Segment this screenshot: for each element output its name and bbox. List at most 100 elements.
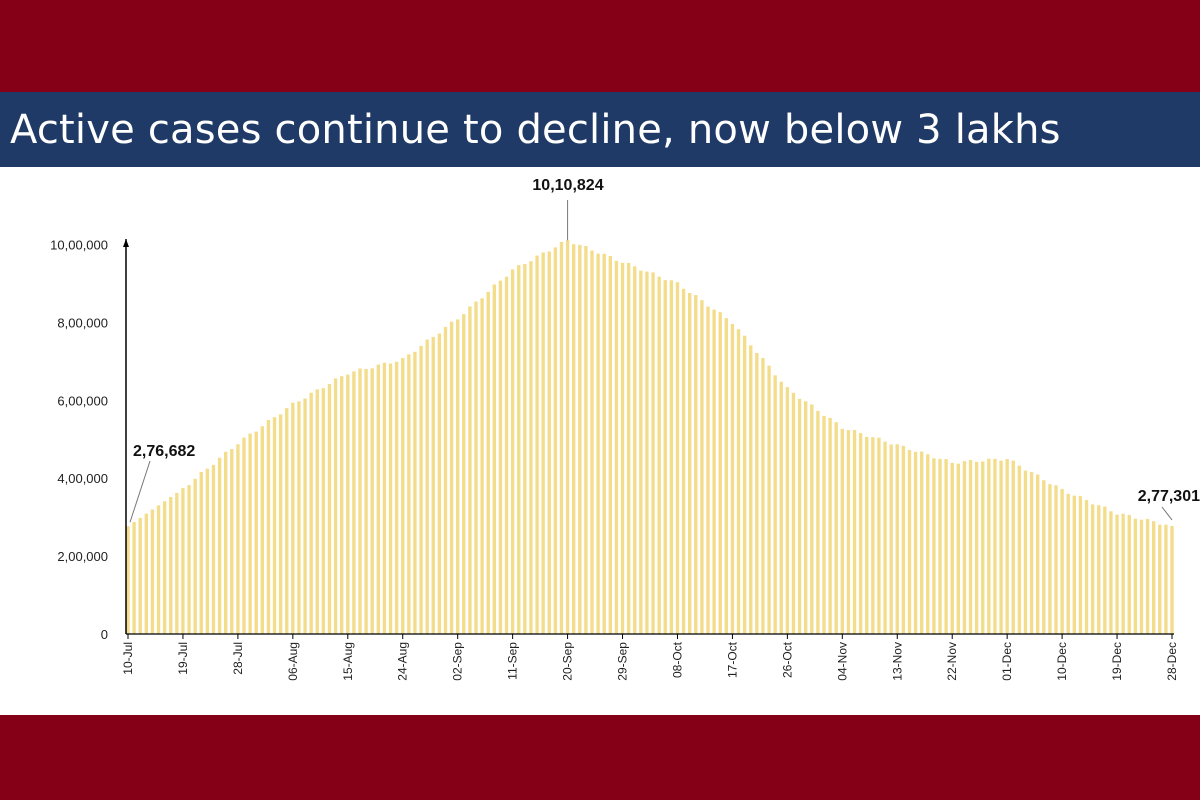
- y-tick-label: 4,00,000: [57, 471, 108, 486]
- chart-bar: [492, 284, 496, 634]
- chart-bar: [1158, 524, 1162, 634]
- chart-bar: [1164, 524, 1168, 634]
- chart-bar: [962, 461, 967, 634]
- chart-bar: [565, 240, 570, 634]
- chart-bar: [535, 255, 539, 635]
- y-axis-arrow: [123, 239, 129, 247]
- chart-bar: [828, 417, 832, 634]
- chart-bar: [187, 485, 191, 634]
- chart-area: 0 2,00,000 4,00,000 6,00,000 8,00,000 10,00,0…: [0, 167, 1200, 715]
- chart-bar: [260, 426, 264, 634]
- chart-bar: [901, 445, 906, 634]
- chart-bar: [865, 436, 869, 634]
- chart-bar: [1115, 514, 1119, 634]
- chart-bar: [773, 375, 777, 634]
- chart-bar: [1048, 484, 1052, 634]
- chart-bar: [749, 345, 753, 634]
- x-tick-label: 29-Sep: [616, 642, 630, 681]
- chart-bar: [193, 478, 197, 634]
- chart-bar: [657, 276, 661, 634]
- chart-bar: [553, 247, 558, 634]
- chart-bar: [804, 401, 808, 634]
- x-tick-label: 17-Oct: [725, 641, 739, 678]
- chart-bar: [327, 384, 332, 634]
- chart-bar: [169, 497, 173, 634]
- chart-bar: [504, 276, 509, 634]
- x-tick-label: 19-Jul: [176, 642, 190, 675]
- bottom-frame-band: [0, 715, 1200, 800]
- chart-bar: [443, 326, 448, 634]
- y-tick-label: 2,00,000: [57, 549, 108, 564]
- chart-bar: [852, 429, 857, 634]
- x-tick-label: 02-Sep: [451, 642, 465, 681]
- x-tick-label: 22-Nov: [945, 642, 959, 681]
- chart-bar: [175, 492, 179, 634]
- chart-bar: [156, 505, 161, 634]
- chart-bar: [285, 408, 289, 634]
- x-tick-label: 26-Oct: [780, 641, 794, 678]
- chart-bar: [419, 345, 423, 634]
- title-bar: Active cases continue to decline, now be…: [0, 92, 1200, 167]
- chart-bar: [755, 352, 759, 634]
- chart-bar: [871, 437, 875, 634]
- chart-bar: [926, 454, 930, 634]
- chart-bar: [578, 244, 582, 634]
- chart-bar: [675, 282, 680, 634]
- chart-bar: [797, 398, 802, 634]
- chart-bar: [425, 339, 429, 634]
- y-tick-label: 8,00,000: [57, 315, 108, 330]
- chart-bar: [1097, 505, 1101, 634]
- chart-bar: [547, 251, 551, 634]
- chart-bar: [974, 461, 979, 634]
- chart-bar: [297, 401, 301, 634]
- chart-bar: [993, 458, 997, 634]
- chart-bar: [663, 280, 667, 634]
- chart-bar: [1054, 485, 1058, 634]
- active-cases-chart: 0 2,00,000 4,00,000 6,00,000 8,00,000 10,00,0…: [50, 177, 1200, 681]
- chart-bar: [248, 433, 252, 634]
- chart-bar: [309, 392, 313, 634]
- chart-bar: [1127, 514, 1131, 634]
- chart-bar: [920, 451, 924, 634]
- chart-bar: [401, 358, 405, 634]
- chart-bar: [126, 526, 130, 634]
- x-tick-label: 15-Aug: [341, 642, 355, 681]
- chart-bar: [651, 272, 655, 634]
- chart-bar: [913, 451, 918, 634]
- chart-bar: [816, 410, 820, 634]
- chart-bar: [413, 351, 417, 634]
- chart-bar: [620, 262, 625, 634]
- chart-bar: [724, 318, 728, 634]
- chart-bar: [529, 261, 533, 634]
- chart-bar: [291, 402, 295, 634]
- chart-bar: [761, 357, 765, 634]
- chart-bar: [559, 242, 564, 634]
- x-tick-label: 24-Aug: [396, 642, 410, 681]
- slide-panel: Active cases continue to decline, now be…: [0, 92, 1200, 715]
- x-tick-label: 04-Nov: [835, 642, 849, 681]
- chart-bar: [645, 271, 649, 634]
- chart-bar: [217, 457, 222, 634]
- chart-bar: [352, 371, 356, 634]
- chart-bar: [236, 444, 240, 634]
- chart-bar: [437, 333, 442, 634]
- chart-bar: [407, 354, 411, 634]
- chart-bar: [956, 463, 960, 634]
- chart-bar: [211, 464, 216, 634]
- chart-bar: [1090, 504, 1095, 634]
- chart-bar: [1029, 472, 1034, 634]
- chart-bar: [968, 459, 973, 634]
- chart-bar: [950, 462, 954, 634]
- chart-bar: [486, 291, 490, 634]
- x-tick-label: 10-Jul: [121, 642, 135, 675]
- x-tick-label: 28-Jul: [231, 642, 245, 675]
- chart-bar: [669, 280, 674, 634]
- chart-bar: [1066, 493, 1070, 634]
- chart-bar: [895, 444, 899, 634]
- chart-bar: [1170, 525, 1174, 634]
- chart-bar: [590, 250, 594, 634]
- chart-bar: [712, 309, 716, 634]
- chart-bar: [230, 449, 234, 634]
- chart-bar: [517, 265, 521, 634]
- chart-bar: [1023, 470, 1028, 634]
